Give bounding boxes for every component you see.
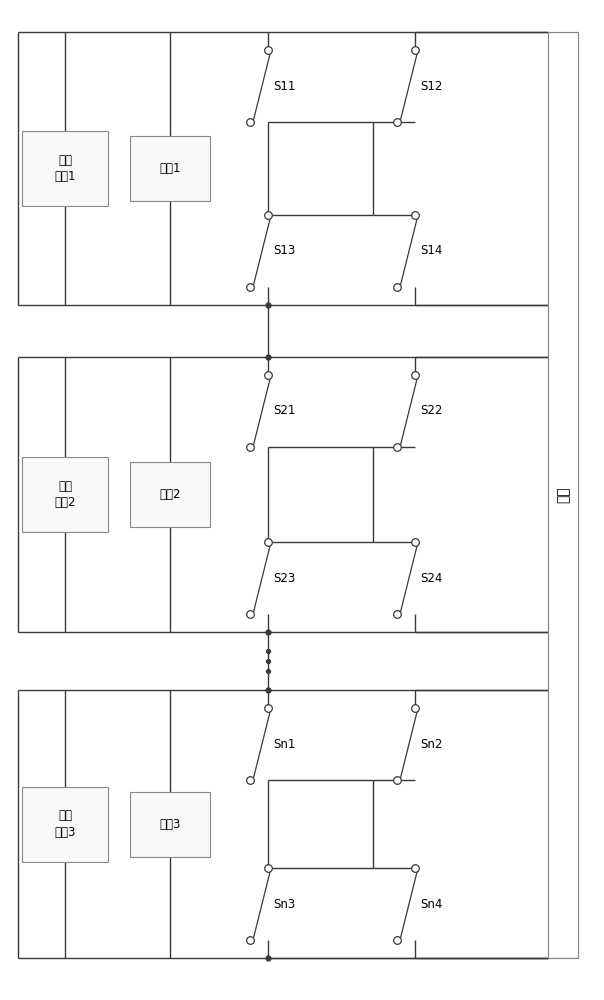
Text: 输出: 输出 — [556, 487, 570, 503]
Text: S14: S14 — [420, 244, 442, 257]
Text: 电劙1: 电劙1 — [159, 162, 181, 175]
Text: Sn1: Sn1 — [273, 738, 295, 750]
Text: S12: S12 — [420, 80, 442, 93]
Text: Sn2: Sn2 — [420, 738, 442, 750]
Text: 电劙2: 电劙2 — [159, 488, 181, 501]
Text: Sn4: Sn4 — [420, 898, 442, 910]
Bar — [22, 457, 108, 532]
Text: 直流
电源2: 直流 电源2 — [54, 480, 76, 510]
Text: S23: S23 — [273, 572, 295, 584]
Bar — [130, 462, 210, 527]
Text: S22: S22 — [420, 404, 442, 418]
Text: S13: S13 — [273, 244, 295, 257]
Text: 电劙3: 电劙3 — [159, 818, 181, 830]
Bar — [22, 786, 108, 861]
Text: 直流
电源1: 直流 电源1 — [54, 153, 76, 184]
Text: S11: S11 — [273, 80, 295, 93]
Bar — [130, 792, 210, 856]
Bar — [22, 131, 108, 206]
Text: S24: S24 — [420, 572, 442, 584]
Bar — [130, 136, 210, 201]
Text: 直流
电源3: 直流 电源3 — [54, 809, 76, 839]
Text: S21: S21 — [273, 404, 295, 418]
Text: Sn3: Sn3 — [273, 898, 295, 910]
Bar — [548, 32, 578, 958]
